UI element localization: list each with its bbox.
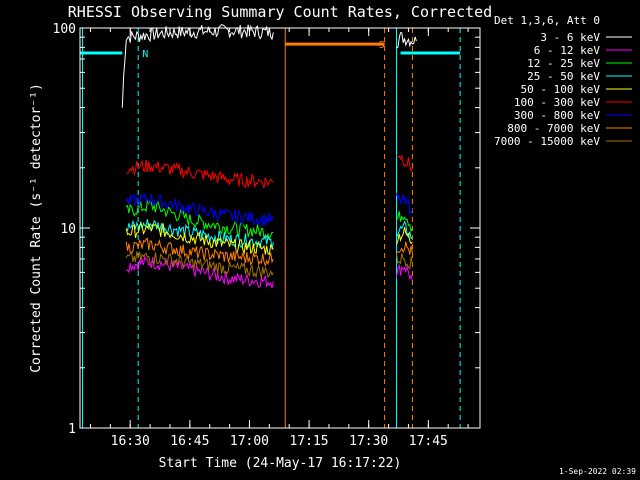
x-axis-label: Start Time (24-May-17 16:17:22) [159, 456, 402, 471]
flag-label: S [379, 40, 385, 51]
series-line [396, 226, 413, 245]
legend-header: Det 1,3,6, Att 0 [494, 14, 600, 27]
legend-label: 300 - 800 keV [514, 109, 600, 122]
series-line [125, 237, 274, 268]
series-line [396, 263, 413, 281]
series-line [396, 241, 413, 255]
axis-ticks: 16:30 16:45 17:00 17:15 17:30 17:45 1 10 100 [53, 22, 480, 449]
y-tick-label: 1 [68, 422, 76, 437]
series-lines [121, 24, 417, 289]
x-tick-label: 17:30 [349, 434, 388, 449]
y-axis-label: Corrected Count Rate (s⁻¹ detector⁻¹) [29, 83, 44, 373]
series-line [396, 193, 413, 216]
series-line [125, 219, 274, 250]
x-tick-label: 17:00 [230, 434, 269, 449]
legend-label: 800 - 7000 keV [507, 122, 600, 135]
series-line [396, 32, 417, 49]
series-line [396, 155, 413, 173]
legend-label: 3 - 6 keV [540, 31, 600, 44]
series-line [125, 192, 274, 226]
legend-label: 12 - 25 keV [527, 57, 600, 70]
series-line [396, 220, 413, 240]
series-line [121, 24, 274, 108]
legend-label: 6 - 12 keV [534, 44, 601, 57]
footer-date: 1-Sep-2022 02:39 [559, 467, 636, 476]
legend-label: 100 - 300 keV [514, 96, 600, 109]
x-tick-label: 17:15 [290, 434, 329, 449]
series-line [126, 159, 274, 189]
flag-bars: NS [80, 40, 461, 60]
legend-label: 7000 - 15000 keV [494, 135, 600, 148]
chart-title: RHESSI Observing Summary Count Rates, Co… [68, 3, 492, 21]
y-tick-label: 10 [60, 222, 76, 237]
series-line [125, 222, 274, 256]
series-line [125, 250, 274, 279]
x-tick-label: 16:45 [170, 434, 209, 449]
x-tick-label: 17:45 [409, 434, 448, 449]
series-line [396, 253, 413, 270]
legend-label: 25 - 50 keV [527, 70, 600, 83]
legend-label: 50 - 100 keV [521, 83, 601, 96]
vertical-markers [82, 28, 461, 428]
x-tick-label: 16:30 [111, 434, 150, 449]
y-tick-label: 100 [53, 22, 76, 37]
series-line [396, 211, 413, 233]
series-line [126, 254, 274, 289]
flag-label: N [142, 49, 148, 60]
